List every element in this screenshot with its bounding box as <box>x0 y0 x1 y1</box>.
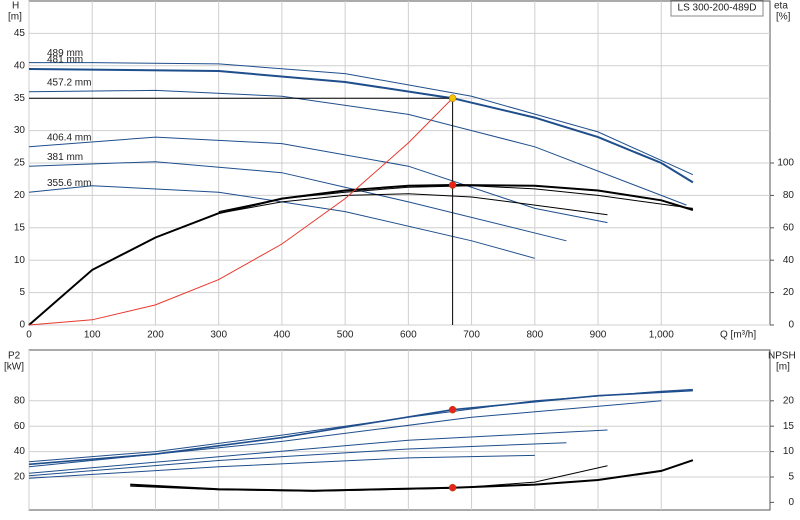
y2-tick-label: 5 <box>788 472 794 483</box>
y-tick-label: 0 <box>19 320 25 331</box>
x-tick-label: 400 <box>274 330 291 341</box>
operating-point <box>448 405 457 414</box>
x-tick-label: 500 <box>337 330 354 341</box>
curve <box>28 68 694 184</box>
curve <box>130 459 694 492</box>
curve <box>28 454 535 479</box>
curve-label: 457.2 mm <box>47 77 91 88</box>
y-label: H <box>12 1 19 12</box>
x-tick-label: 800 <box>526 330 543 341</box>
y-label: P2 <box>8 351 21 362</box>
y-tick-label: 40 <box>14 446 26 457</box>
y-tick-label: 40 <box>14 60 26 71</box>
operating-point <box>448 181 457 189</box>
curve-label: 489 mm <box>47 48 83 59</box>
curve <box>28 161 567 242</box>
curve <box>28 442 567 477</box>
x-tick-label: 200 <box>147 330 164 341</box>
y-tick-label: 15 <box>14 222 26 233</box>
y-tick-label: 80 <box>14 395 26 406</box>
y2-tick-label: 20 <box>783 395 795 406</box>
x-tick-label: 100 <box>84 330 101 341</box>
y-tick-label: 45 <box>14 28 26 39</box>
operating-point <box>448 94 457 102</box>
curve <box>130 465 608 492</box>
curve-label: 381 mm <box>47 152 83 163</box>
y-tick-label: 10 <box>14 255 26 266</box>
x-tick-label: 900 <box>590 330 607 341</box>
y2-label: NPSH <box>768 351 796 362</box>
curve <box>28 97 453 326</box>
y2-tick-label: 0 <box>788 497 794 508</box>
curve-label: 481 mm <box>47 55 83 66</box>
curve-label: 355.6 mm <box>47 178 91 189</box>
curve-label: 406.4 mm <box>47 132 91 143</box>
x-tick-label: 300 <box>210 330 227 341</box>
y2-tick-label: 20 <box>783 287 795 298</box>
y-unit: [m] <box>8 12 22 23</box>
curve <box>28 183 694 326</box>
y2-tick-label: 60 <box>783 222 795 233</box>
y2-label: eta <box>774 1 788 12</box>
curve <box>29 62 694 176</box>
y2-tick-label: 15 <box>783 421 795 432</box>
y2-tick-label: 10 <box>783 446 795 457</box>
y-tick-label: 20 <box>14 190 26 201</box>
y-tick-label: 5 <box>19 287 25 298</box>
y2-tick-label: 40 <box>783 255 795 266</box>
y2-tick-label: 100 <box>777 158 794 169</box>
y-tick-label: 35 <box>14 93 26 104</box>
y-tick-label: 30 <box>14 125 26 136</box>
y2-tick-label: 0 <box>788 320 794 331</box>
curve <box>218 193 608 216</box>
curve <box>28 136 608 224</box>
y2-unit: [m] <box>776 362 790 373</box>
curve <box>218 185 693 213</box>
x-tick-label: 600 <box>400 330 417 341</box>
x-tick-label: 1,000 <box>649 330 674 341</box>
y-tick-label: 60 <box>14 421 26 432</box>
y-tick-label: 25 <box>14 158 26 169</box>
y2-unit: [%] <box>776 12 791 23</box>
curve <box>28 400 662 468</box>
y-unit: [kW] <box>4 362 24 373</box>
curve <box>28 89 687 206</box>
y2-tick-label: 80 <box>783 190 795 201</box>
legend-label: LS 300-200-489D <box>678 3 757 14</box>
x-label: Q [m³/h] <box>720 330 756 341</box>
x-tick-label: 0 <box>26 330 32 341</box>
operating-point <box>448 483 457 492</box>
legend-box <box>670 0 764 17</box>
curve <box>28 388 693 463</box>
y-tick-label: 20 <box>14 472 26 483</box>
x-tick-label: 700 <box>463 330 480 341</box>
curve <box>28 389 693 466</box>
curve <box>28 429 608 474</box>
